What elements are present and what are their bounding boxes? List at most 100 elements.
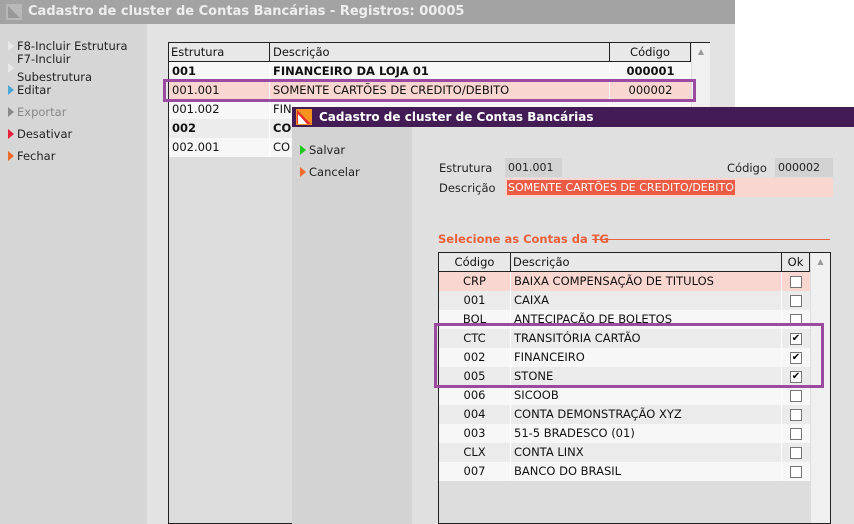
scrollbar[interactable]: ▲ xyxy=(811,253,830,523)
column-header-estrutura[interactable]: Estrutura xyxy=(169,43,270,62)
cell-descricao: 51-5 BRADESCO (01) xyxy=(511,424,782,443)
main-title-bar: Cadastro de cluster de Contas Bancárias … xyxy=(0,0,735,24)
cell-codigo: 000002 xyxy=(628,83,673,97)
cell-codigo: 003 xyxy=(439,424,511,443)
app-logo-icon xyxy=(296,109,312,125)
column-header-ok[interactable]: Ok xyxy=(782,253,810,272)
dialog-action-0[interactable]: Salvar xyxy=(300,141,345,159)
dialog-title: Cadastro de cluster de Contas Bancárias xyxy=(319,110,594,124)
table-row[interactable]: 007 BANCO DO BRASIL xyxy=(439,462,810,481)
cell-descricao: CONTA LINX xyxy=(511,443,782,462)
cell-descricao: CONTA DEMONSTRAÇÃO XYZ xyxy=(511,405,782,424)
main-action-4[interactable]: Desativar xyxy=(8,125,72,143)
table-row[interactable]: 004 CONTA DEMONSTRAÇÃO XYZ xyxy=(439,405,810,424)
action-label: Fechar xyxy=(17,149,56,163)
highlight-box-checked-accounts xyxy=(434,323,824,388)
cell-codigo: CRP xyxy=(439,272,511,291)
main-action-5[interactable]: Fechar xyxy=(8,147,55,165)
cell-descricao: ANTECIPAÇÃO DE BOLETOS xyxy=(511,310,782,329)
ok-checkbox[interactable] xyxy=(790,409,802,421)
arrow-right-icon xyxy=(8,63,14,73)
action-label: Salvar xyxy=(309,143,346,157)
dialog-window: Cadastro de cluster de Contas Bancárias … xyxy=(292,107,854,524)
table-row[interactable]: 002 FINANCEIRO ✔ xyxy=(439,348,810,367)
cell-codigo: 002 xyxy=(439,348,511,367)
cell-descricao: STONE xyxy=(511,367,782,386)
arrow-right-icon xyxy=(8,107,14,117)
action-label: F8-Incluir Estrutura xyxy=(17,39,128,53)
descricao-field[interactable]: SOMENTE CARTÕES DE CREDITO/DEBITO xyxy=(505,178,833,197)
cell-descricao: CAIXA xyxy=(511,291,782,310)
cell-estrutura: 002 xyxy=(169,119,270,138)
ok-checkbox-checked[interactable]: ✔ xyxy=(790,333,802,345)
main-action-1[interactable]: F7-Incluir Subestrutura xyxy=(8,52,147,84)
cell-codigo: 006 xyxy=(439,386,511,405)
ok-checkbox[interactable] xyxy=(790,390,802,402)
cell-codigo: 001 xyxy=(439,291,511,310)
cell-descricao: SICOOB xyxy=(511,386,782,405)
cell-descricao: FINANCEIRO xyxy=(511,348,782,367)
table-row[interactable]: 005 STONE ✔ xyxy=(439,367,810,386)
action-label: Editar xyxy=(17,83,52,97)
table-row[interactable]: 003 51-5 BRADESCO (01) xyxy=(439,424,810,443)
action-label: Cancelar xyxy=(309,165,360,179)
table-row[interactable]: 001 FINANCEIRO DA LOJA 01 000001 xyxy=(169,62,691,81)
action-label: Exportar xyxy=(17,105,67,119)
cell-codigo: CLX xyxy=(439,443,511,462)
arrow-right-icon xyxy=(8,129,14,139)
main-action-3[interactable]: Exportar xyxy=(8,103,66,121)
accounts-table: Código Descrição Ok ▲ CRP BAIXA COMPENSAÇ… xyxy=(438,252,831,524)
cell-codigo: 004 xyxy=(439,405,511,424)
cell-descricao: TRANSITÓRIA CARTÃO xyxy=(511,329,782,348)
cell-estrutura: 001.002 xyxy=(169,100,270,119)
table-row[interactable]: CRP BAIXA COMPENSAÇÃO DE TITULOS xyxy=(439,272,810,291)
table-row[interactable]: 001 CAIXA xyxy=(439,291,810,310)
table-row[interactable]: CLX CONTA LINX xyxy=(439,443,810,462)
main-action-2[interactable]: Editar xyxy=(8,81,51,99)
column-header-codigo[interactable]: Código xyxy=(610,43,691,62)
table-row[interactable]: 006 SICOOB xyxy=(439,386,810,405)
dialog-title-bar: Cadastro de cluster de Contas Bancárias xyxy=(292,107,854,127)
cell-estrutura: 001.001 xyxy=(169,81,270,100)
app-logo-icon xyxy=(6,4,22,20)
section-title: Selecione as Contas da TG xyxy=(438,232,609,246)
codigo-label: Código xyxy=(727,161,767,175)
descricao-label: Descrição xyxy=(439,181,496,195)
cell-estrutura: 002.001 xyxy=(169,138,270,157)
cell-descricao: BAIXA COMPENSAÇÃO DE TITULOS xyxy=(511,272,782,291)
cell-codigo: 000001 xyxy=(626,64,675,78)
column-header-descricao[interactable]: Descrição xyxy=(270,43,610,62)
column-header-codigo[interactable]: Código xyxy=(439,253,511,272)
cell-codigo: BOL xyxy=(439,310,511,329)
estrutura-field[interactable]: 001.001 xyxy=(505,158,562,177)
ok-checkbox-checked[interactable]: ✔ xyxy=(790,371,802,383)
highlight-box-selected-row xyxy=(163,79,696,102)
ok-checkbox[interactable] xyxy=(790,447,802,459)
scroll-up-icon[interactable]: ▲ xyxy=(817,257,824,266)
main-sidebar: F8-Incluir Estrutura F7-Incluir Subestrut… xyxy=(0,24,147,524)
arrow-right-icon xyxy=(8,85,14,95)
ok-checkbox[interactable] xyxy=(790,295,802,307)
ok-checkbox-checked[interactable]: ✔ xyxy=(790,352,802,364)
main-action-0[interactable]: F8-Incluir Estrutura xyxy=(8,37,128,55)
scroll-up-icon[interactable]: ▲ xyxy=(697,47,705,56)
ok-checkbox[interactable] xyxy=(790,466,802,478)
descricao-value: SOMENTE CARTÕES DE CREDITO/DEBITO xyxy=(507,180,735,195)
cell-codigo: 007 xyxy=(439,462,511,481)
cell-descricao: SOMENTE CARTÕES DE CREDITO/DEBITO xyxy=(270,81,610,100)
section-divider xyxy=(592,239,830,240)
arrow-right-icon xyxy=(300,167,306,177)
ok-checkbox[interactable] xyxy=(790,428,802,440)
codigo-field[interactable]: 000002 xyxy=(775,158,833,177)
cell-estrutura: 001 xyxy=(169,62,270,81)
table-row[interactable]: 001.001 SOMENTE CARTÕES DE CREDITO/DEBITO… xyxy=(169,81,691,100)
dialog-action-1[interactable]: Cancelar xyxy=(300,163,360,181)
arrow-right-icon xyxy=(8,41,14,51)
arrow-right-icon xyxy=(300,145,306,155)
main-title: Cadastro de cluster de Contas Bancárias … xyxy=(28,4,465,19)
cell-codigo: 005 xyxy=(439,367,511,386)
table-row[interactable]: CTC TRANSITÓRIA CARTÃO ✔ xyxy=(439,329,810,348)
cell-descricao: FINANCEIRO DA LOJA 01 xyxy=(270,62,610,81)
ok-checkbox[interactable] xyxy=(790,276,802,288)
column-header-descricao[interactable]: Descrição xyxy=(511,253,782,272)
